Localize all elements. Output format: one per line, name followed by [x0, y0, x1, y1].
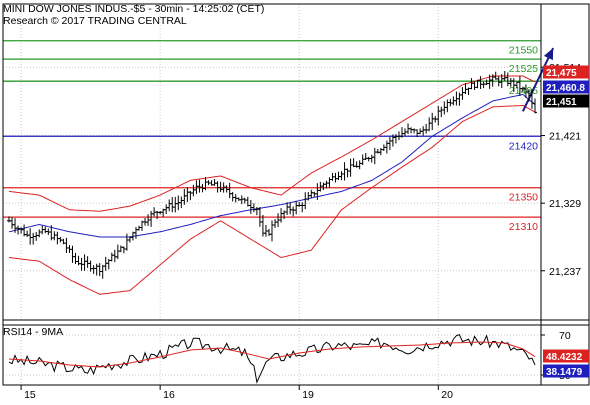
price-tags: 21,475 21,460.8 21,451 48.4232 38.1479: [543, 65, 589, 378]
trend-arrow-line: [522, 47, 555, 112]
bollinger-lower-line: [8, 104, 536, 295]
chart-subtitle: Research © 2017 TRADING CENTRAL: [3, 15, 187, 27]
price-bars: [7, 71, 537, 279]
x-tick-label: 20: [441, 389, 453, 400]
horizontal-levels: 215502152521495214202135021310: [3, 40, 541, 233]
outer-frame: [2, 3, 590, 386]
level-label-21550: 21550: [509, 45, 538, 57]
price-bar: [533, 98, 537, 114]
rsi-panel: [8, 333, 536, 384]
price-tag-1: 21,460.8: [546, 83, 585, 94]
chart-frame: [2, 3, 590, 386]
indicator-lines: [8, 47, 555, 295]
price-tag-0: 21,475: [546, 68, 577, 79]
chart-title: MINI DOW JONES INDUS.-$5 - 30min - 14:25…: [3, 3, 264, 15]
rsi-tag-0: 48.4232: [546, 352, 583, 363]
level-label-21310: 21310: [509, 221, 538, 233]
price-tag-2: 21,451: [546, 97, 577, 108]
rsi-series-9ma: [8, 341, 536, 368]
rsi-series-rsi14: [8, 333, 536, 384]
rsi-tag-1: 38.1479: [546, 367, 583, 378]
bollinger-upper-line: [8, 75, 536, 212]
level-label-21525: 21525: [509, 63, 538, 75]
price-tag-1-bg: [543, 80, 589, 94]
rsi-y-tick-label: 70: [559, 330, 571, 342]
rsi-title: RSI14 - 9MA: [3, 326, 63, 338]
rsi-tag-0-bg: [543, 349, 589, 363]
rsi-tag-1-bg: [543, 364, 589, 378]
level-label-21420: 21420: [509, 140, 538, 152]
x-tick-label: 19: [302, 389, 314, 400]
y-tick-label: 21,421: [549, 131, 581, 143]
y-tick-label: 21,237: [549, 266, 581, 278]
y-tick-label: 21,329: [549, 198, 581, 210]
moving-average-line: [8, 93, 536, 238]
price-tag-2-bg: [543, 94, 589, 108]
price-tag-0-bg: [543, 65, 589, 79]
trend-arrow-head: [543, 48, 554, 61]
level-label-21350: 21350: [509, 192, 538, 204]
x-tick-label: 16: [163, 389, 175, 400]
x-tick-label: 15: [24, 389, 36, 400]
